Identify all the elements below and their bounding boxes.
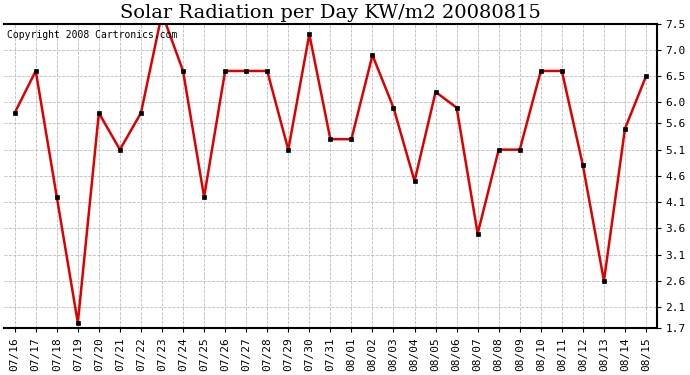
Text: Copyright 2008 Cartronics.com: Copyright 2008 Cartronics.com (8, 30, 178, 40)
Title: Solar Radiation per Day KW/m2 20080815: Solar Radiation per Day KW/m2 20080815 (120, 4, 541, 22)
